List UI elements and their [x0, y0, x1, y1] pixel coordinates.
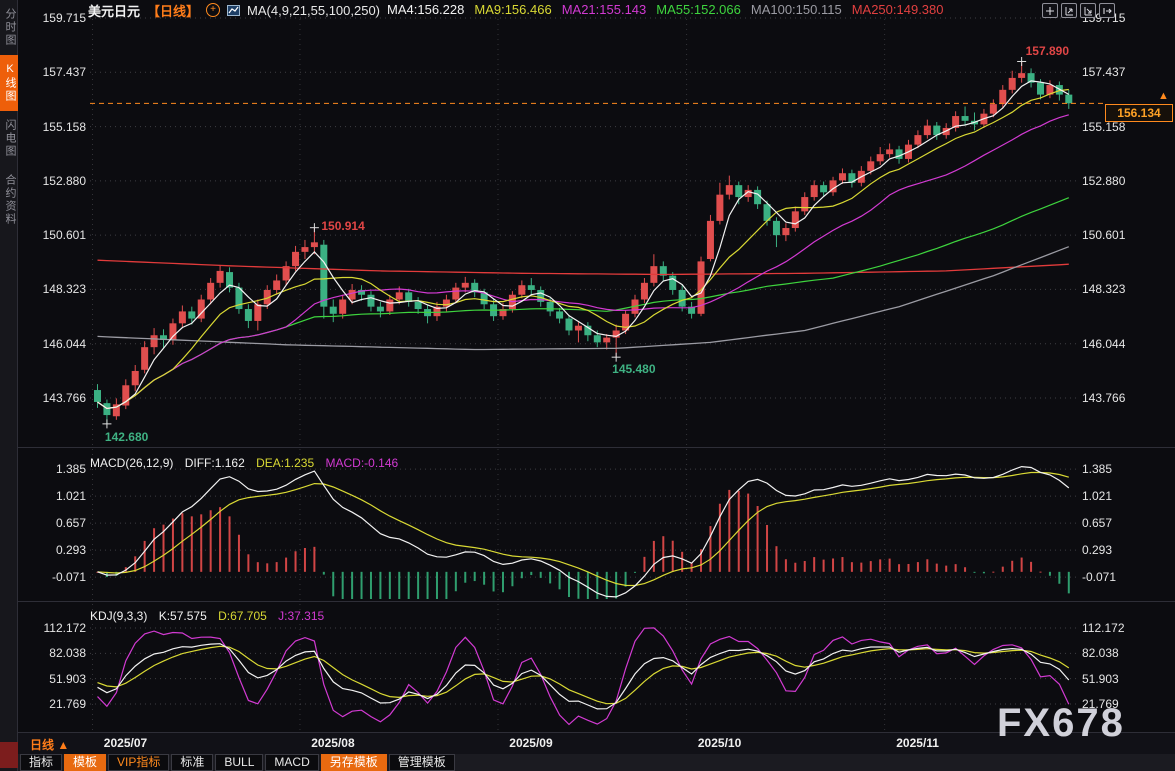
macd-title: MACD(26,12,9)	[90, 456, 174, 470]
axis-scale-right-icon[interactable]	[1080, 3, 1096, 18]
period-selector[interactable]: 日线 ▲	[30, 738, 70, 752]
kdj-tick-right-1: 82.038	[1082, 646, 1119, 661]
low-price-label-2: 145.480	[612, 362, 656, 377]
add-indicator-icon[interactable]: +	[206, 3, 221, 17]
price-tick-right-4: 150.601	[1082, 228, 1126, 243]
kdj-tick-right-0: 112.172	[1082, 621, 1125, 635]
bottom-tab-indicators[interactable]: 指标	[20, 754, 63, 771]
bottom-tab-bull[interactable]: BULL	[215, 754, 264, 771]
ma-value-3: MA55:152.066	[656, 2, 741, 17]
macd-tick-right-3: 0.293	[1082, 543, 1113, 558]
status-block-red	[0, 742, 18, 768]
sidebar-item-kline-chart[interactable]: K线图	[0, 55, 18, 111]
macd-tick-right-1: 1.021	[1082, 489, 1113, 504]
date-label-1: 2025/08	[311, 736, 355, 750]
ma-value-5: MA250:149.380	[851, 2, 944, 17]
ma-values: MA4:156.228 MA9:156.466 MA21:155.143 MA55:1…	[387, 1, 953, 19]
ma-value-0: MA4:156.228	[387, 2, 465, 17]
sidebar-item-time-share-chart[interactable]: 分时图	[4, 8, 16, 47]
symbol-title: 美元日元	[88, 3, 141, 19]
date-label-3: 2025/10	[697, 736, 742, 750]
price-tick-left-7: 143.766	[42, 391, 86, 405]
macd-tick-right-4: -0.071	[1082, 570, 1117, 585]
bottom-tab-manage-template[interactable]: 管理模板	[388, 754, 455, 771]
macd-tick-right-2: 0.657	[1082, 516, 1113, 531]
high-price-label-1: 150.914	[321, 218, 365, 233]
ma-settings-label: MA(4,9,21,55,100,250)	[247, 2, 381, 18]
macd-tick-right-0: 1.385	[1082, 462, 1113, 477]
kdj-header: KDJ(9,3,3) K:57.575 D:67.705 J:37.315	[90, 609, 332, 623]
date-axis: 日线 ▲ 2025/07 2025/08 2025/09 2025/10 2025/11	[18, 733, 1175, 754]
chart-header: 美元日元 【日线】 + MA(4,9,21,55,100,250) MA4:15…	[88, 1, 954, 19]
macd-header: MACD(26,12,9) DIFF:1.162 DEA:1.235 MACD:…	[90, 456, 406, 470]
kdj-tick-left-0: 112.172	[43, 621, 87, 635]
export-icon[interactable]	[1099, 3, 1115, 18]
ma-value-2: MA21:155.143	[561, 2, 647, 17]
price-tick-left-5: 148.323	[42, 282, 86, 297]
low-price-label-3: 142.680	[104, 429, 149, 444]
axis-scale-left-icon[interactable]	[1061, 3, 1077, 18]
bottom-tab-bar: 指标 模板 VIP指标 标准 BULL MACD 另存模板 管理模板	[18, 754, 1175, 771]
watermark-logo: FX678	[997, 701, 1125, 745]
kdj-k-value: K:57.575	[158, 609, 207, 623]
left-sidebar: 分时图 K线图闪电图合约资料	[0, 0, 18, 771]
sidebar-item-lightning-chart[interactable]: 闪电图	[4, 119, 16, 158]
kdj-title: KDJ(9,3,3)	[90, 609, 148, 623]
price-tick-left-0: 159.715	[42, 11, 86, 25]
high-price-label-0: 157.890	[1025, 44, 1070, 59]
bottom-tab-save-template[interactable]: 另存模板	[320, 754, 387, 771]
kdj-j-value: J:37.315	[278, 609, 325, 623]
macd-dea-value: DEA:1.235	[256, 456, 315, 470]
kdj-tick-right-3: 21.769	[1082, 697, 1119, 711]
date-label-4: 2025/11	[896, 736, 939, 750]
current-price-badge: 156.134	[1105, 104, 1173, 122]
indicator-chart-icon	[227, 4, 241, 17]
kdj-tick-left-2: 51.903	[49, 671, 86, 686]
price-tick-left-1: 157.437	[42, 65, 86, 80]
macd-tick-left-4: -0.071	[51, 570, 86, 585]
price-up-arrow-icon: ▲	[1158, 90, 1169, 102]
price-tick-right-3: 152.880	[1082, 173, 1126, 188]
macd-tick-left-3: 0.293	[55, 543, 86, 558]
price-tick-right-1: 157.437	[1082, 65, 1126, 80]
macd-tick-left-2: 0.657	[55, 516, 86, 531]
date-label-0: 2025/07	[103, 736, 148, 750]
date-label-2: 2025/09	[509, 736, 553, 750]
price-tick-right-6: 146.044	[1082, 336, 1126, 351]
kdj-tick-right-2: 51.903	[1082, 671, 1119, 686]
price-tick-right-2: 155.158	[1082, 119, 1126, 134]
bottom-tab-macd-tab[interactable]: MACD	[265, 754, 319, 771]
macd-tick-left-1: 1.021	[55, 489, 86, 504]
sidebar-item-contract-info[interactable]: 合约资料	[4, 174, 16, 226]
pan-icon[interactable]	[1042, 3, 1058, 18]
kdj-tick-left-1: 82.038	[49, 646, 86, 661]
price-tick-right-5: 148.323	[1082, 282, 1126, 297]
macd-value: MACD:-0.146	[325, 456, 399, 470]
ma-value-1: MA9:156.466	[474, 2, 552, 17]
price-tick-right-7: 143.766	[1082, 391, 1126, 405]
bottom-tab-vip-indicators[interactable]: VIP指标	[108, 754, 170, 771]
kdj-d-value: D:67.705	[218, 609, 267, 623]
chart-toolbar	[1042, 3, 1115, 18]
macd-tick-left-0: 1.385	[55, 462, 86, 477]
kdj-tick-left-3: 21.769	[49, 697, 86, 711]
price-tick-left-6: 146.044	[42, 336, 86, 351]
price-tick-left-2: 155.158	[42, 119, 86, 134]
price-tick-left-4: 150.601	[42, 228, 86, 243]
price-tick-left-3: 152.880	[42, 173, 86, 188]
macd-diff-value: DIFF:1.162	[184, 456, 245, 470]
ma-value-4: MA100:150.115	[750, 2, 842, 17]
period-tag: 【日线】	[147, 3, 200, 19]
